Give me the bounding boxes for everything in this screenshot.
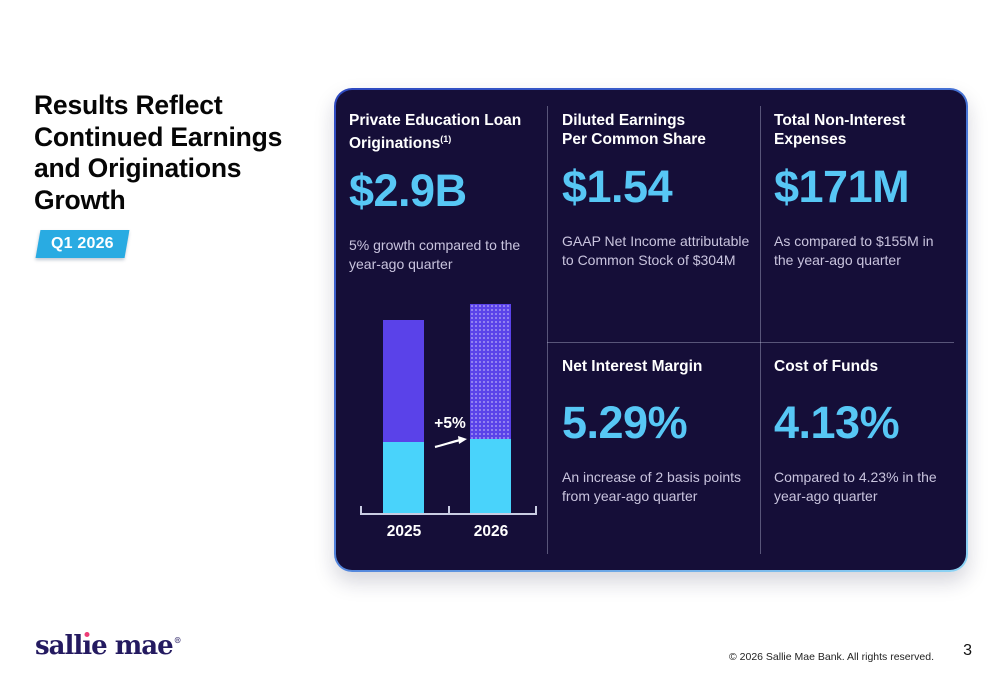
logo-letter-i: ı (82, 631, 92, 661)
metric-value-cost-of-funds: 4.13% (774, 397, 900, 448)
x-axis-tick-middle (447, 506, 450, 513)
slide-title: Results Reflect Continued Earnings and O… (34, 90, 283, 215)
metric-caption-net-interest-margin: An increase of 2 basis points from year-… (562, 469, 741, 504)
copyright-text: © 2026 Sallie Mae Bank. All rights reser… (728, 651, 934, 663)
metric-value-net-interest-margin: 5.29% (562, 397, 688, 448)
x-axis-label-2025: 2025 (386, 523, 422, 540)
metric-title-expenses: Total Non-Interest Expenses (774, 111, 959, 149)
quarter-badge: Q1 2026 (35, 230, 130, 258)
originations-bar-chart: +5% 2025 2026 (336, 90, 547, 570)
metric-caption-eps: GAAP Net Income attributable to Common S… (562, 233, 750, 268)
metric-value-eps: $1.54 (562, 161, 673, 212)
logo-dotless-i: ı (82, 631, 92, 661)
bar-2025 (383, 320, 424, 513)
metric-title-eps: Diluted Earnings Per Common Share (562, 111, 762, 149)
metric-caption-expenses: As compared to $155M in the year-ago qua… (774, 233, 934, 268)
metric-cell-net-interest-margin: Net Interest Margin 5.29% An increase of… (562, 357, 762, 506)
quarter-badge-label: Q1 2026 (51, 235, 114, 252)
metric-cell-expenses: Total Non-Interest Expenses $171M As com… (774, 111, 959, 270)
growth-arrow-icon (434, 436, 467, 449)
x-axis-label-2026: 2026 (473, 523, 509, 540)
page-number: 3 (963, 642, 972, 659)
bar-2026-upper-segment (470, 304, 511, 439)
metric-caption-cost-of-funds: Compared to 4.23% in the year-ago quarte… (774, 469, 937, 504)
x-axis-tick-left (360, 506, 362, 513)
bar-2026-lower-segment (470, 439, 511, 513)
metrics-panel: Private Education Loan Originations(1) $… (334, 88, 968, 572)
bar-2025-lower-segment (383, 442, 424, 513)
metric-cell-eps: Diluted Earnings Per Common Share $1.54 … (562, 111, 762, 270)
metric-title-text: Private Education Loan Originations (349, 112, 522, 153)
bar-2025-upper-segment (383, 320, 424, 442)
x-axis (360, 506, 537, 515)
growth-annotation-label: +5% (434, 415, 466, 432)
metric-cell-cost-of-funds: Cost of Funds 4.13% Compared to 4.23% in… (774, 357, 959, 506)
growth-annotation: +5% (430, 415, 470, 449)
horizontal-divider (547, 342, 954, 343)
vertical-divider-1 (547, 106, 548, 554)
metric-caption-originations: 5% growth compared to the year-ago quart… (349, 237, 521, 273)
metric-title-text: Net Interest Margin (562, 358, 703, 375)
metric-title-text: Cost of Funds (774, 358, 879, 375)
metric-title-text: Diluted Earnings Per Common Share (562, 112, 706, 148)
vertical-divider-2 (760, 106, 761, 554)
metric-value-originations: $2.9B (349, 165, 467, 217)
logo-i-dot (84, 632, 90, 637)
logo-text-part1: sall (35, 631, 83, 661)
metric-title-cost-of-funds: Cost of Funds (774, 357, 959, 376)
metric-value-expenses: $171M (774, 161, 910, 212)
x-axis-tick-right (535, 506, 537, 513)
sallie-mae-logo: sallı e mae® (35, 631, 182, 661)
registered-mark-icon: ® (173, 635, 182, 645)
metric-title-originations: Private Education Loan Originations(1) (349, 111, 541, 153)
metric-title-text: Total Non-Interest Expenses (774, 112, 906, 148)
metric-cell-originations: Private Education Loan Originations(1) $… (349, 111, 541, 274)
footnote-superscript: (1) (440, 134, 452, 144)
logo-text-part2: e mae (91, 631, 173, 661)
metrics-panel-inner: Private Education Loan Originations(1) $… (336, 90, 966, 570)
bar-2026 (470, 304, 511, 513)
metric-title-net-interest-margin: Net Interest Margin (562, 357, 762, 376)
